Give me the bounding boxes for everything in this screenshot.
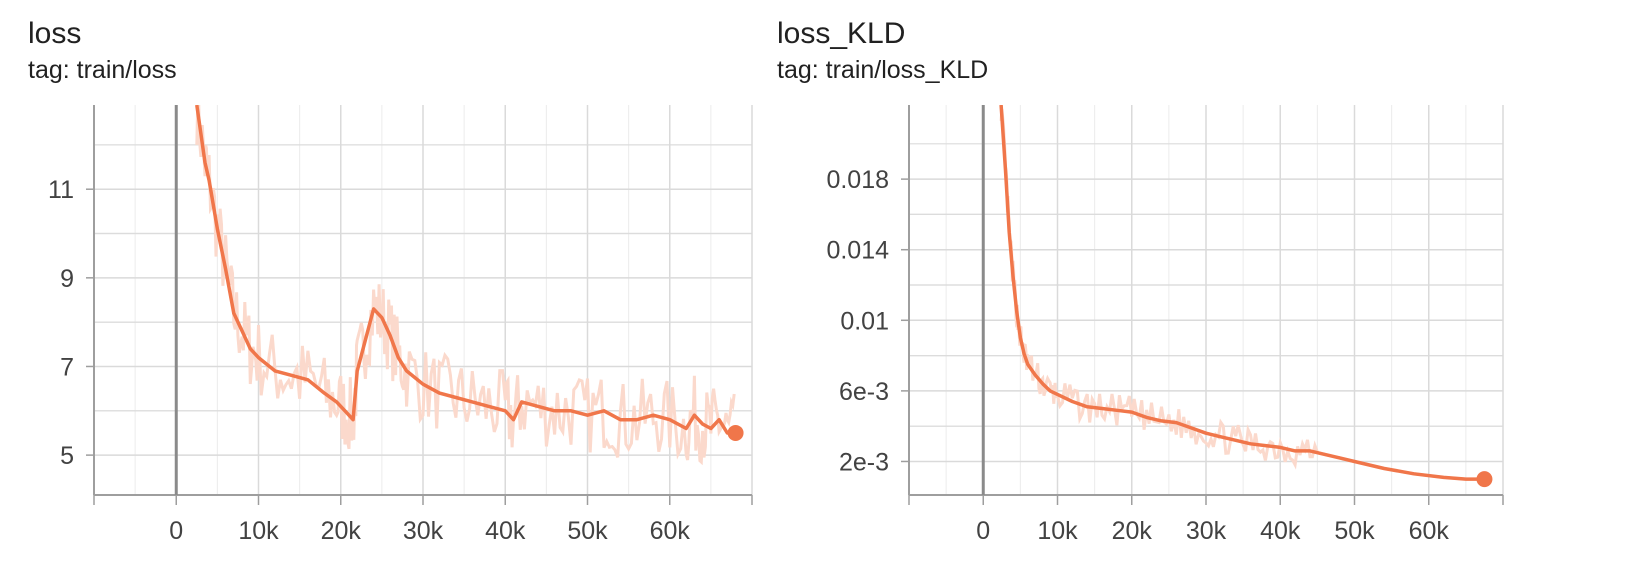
chart-subtitle: tag: train/loss_KLD [777, 56, 989, 84]
x-tick-label: 60k [1409, 517, 1450, 545]
x-tick-label: 50k [567, 517, 608, 545]
y-tick-label: 0.014 [826, 237, 889, 265]
x-tick-label: 60k [650, 517, 691, 545]
x-tick-label: 30k [1186, 517, 1227, 545]
x-tick-label: 20k [1112, 517, 1153, 545]
y-tick-label: 6e-3 [839, 378, 889, 406]
x-tick-label: 0 [976, 517, 990, 545]
y-tick-label: 0.018 [826, 166, 889, 194]
series-line [195, 105, 736, 435]
chart-subtitle: tag: train/loss [28, 56, 177, 84]
loss-chart-card: loss tag: train/loss 0 10k 20k 30k 40k 50k 60k… [0, 0, 790, 584]
x-tick-label: 10k [238, 517, 279, 545]
y-tick-label: 7 [60, 353, 74, 381]
x-tick-label: 20k [321, 517, 362, 545]
loss-chart[interactable]: 0 10k 20k 30k 40k 50k 60k 5 7 9 11 [0, 0, 790, 584]
raw-series-line [195, 105, 736, 466]
y-tick-label: 0.01 [840, 307, 889, 335]
y-tick-label: 2e-3 [839, 448, 889, 476]
x-tick-label: 40k [1260, 517, 1301, 545]
x-tick-label: 50k [1334, 517, 1375, 545]
chart-title: loss [28, 17, 82, 50]
x-tick-label: 40k [485, 517, 526, 545]
series-line [999, 105, 1485, 481]
x-tick-label: 30k [403, 517, 444, 545]
x-tick-label: 0 [169, 517, 183, 545]
y-tick-label: 9 [60, 265, 74, 293]
raw-series-line [999, 109, 1482, 481]
last-point-marker [1476, 471, 1493, 488]
x-tick-label: 10k [1037, 517, 1078, 545]
y-tick-label: 5 [60, 442, 74, 470]
last-point-marker [727, 424, 744, 441]
chart-title: loss_KLD [777, 17, 906, 50]
y-tick-label: 11 [48, 176, 74, 204]
